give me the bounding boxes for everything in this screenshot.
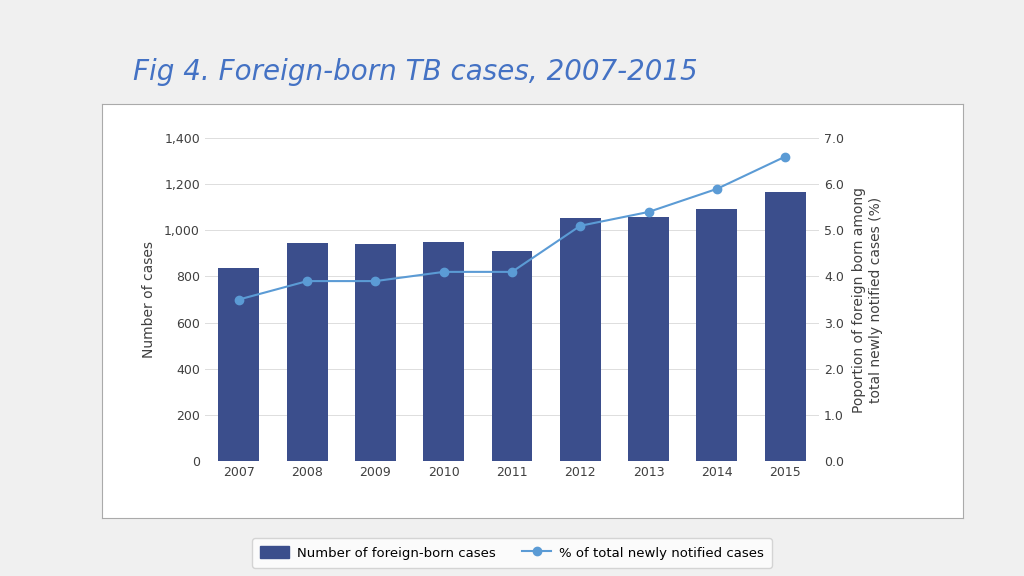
Bar	[560, 218, 601, 461]
Bar	[287, 243, 328, 461]
Bar	[628, 217, 669, 461]
Bar	[355, 244, 396, 461]
Bar	[696, 209, 737, 461]
Bar	[423, 242, 464, 461]
Y-axis label: Poportion of foreign born among
total newly notified cases (%): Poportion of foreign born among total ne…	[852, 187, 883, 412]
Bar	[218, 268, 259, 461]
Bar	[492, 251, 532, 461]
Text: Fig 4. Foreign-born TB cases, 2007-2015: Fig 4. Foreign-born TB cases, 2007-2015	[133, 58, 697, 86]
Bar	[765, 192, 806, 461]
Legend: Number of foreign-born cases, % of total newly notified cases: Number of foreign-born cases, % of total…	[252, 539, 772, 567]
Y-axis label: Number of cases: Number of cases	[141, 241, 156, 358]
